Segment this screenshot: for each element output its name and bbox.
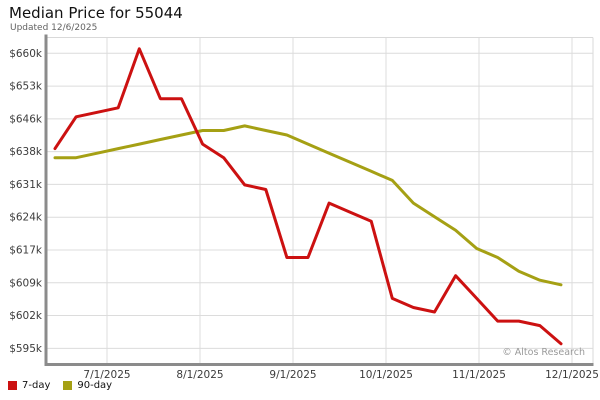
legend-item-7-day[interactable]: 7-day: [8, 380, 50, 391]
legend-label-7-day: 7-day: [22, 380, 51, 391]
legend: 7-day 90-day: [8, 380, 112, 391]
series-swatch-90-day: [63, 381, 73, 390]
x-tick-label: 10/1/2025: [359, 369, 413, 381]
y-tick-label: $660k: [9, 48, 43, 60]
x-tick-label: 8/1/2025: [176, 369, 223, 381]
x-tick-label: 12/1/2025: [545, 369, 599, 381]
y-tick-label: $602k: [9, 310, 43, 322]
series-swatch-7-day: [8, 381, 17, 390]
y-tick-label: $653k: [9, 81, 43, 93]
y-tick-label: $617k: [9, 244, 43, 256]
altos-research-watermark: © Altos Research: [502, 347, 585, 358]
y-tick-label: $631k: [9, 179, 43, 191]
updated-timestamp: Updated 12/6/2025: [10, 23, 98, 33]
x-tick-label: 11/1/2025: [452, 369, 506, 381]
legend-label-90-day: 90-day: [77, 380, 113, 391]
legend-item-90-day[interactable]: 90-day: [63, 380, 112, 391]
y-tick-label: $609k: [9, 277, 43, 289]
y-tick-label: $624k: [9, 212, 43, 224]
series-line-90-day: [53, 124, 563, 287]
page-title: Median Price for 55044: [9, 4, 183, 22]
y-tick-label: $595k: [9, 343, 43, 355]
y-tick-label: $638k: [9, 146, 43, 158]
x-tick-label: 7/1/2025: [83, 369, 130, 381]
x-tick-label: 9/1/2025: [269, 369, 316, 381]
y-tick-label: $646k: [9, 113, 43, 125]
series-line-7-day: [53, 47, 563, 346]
